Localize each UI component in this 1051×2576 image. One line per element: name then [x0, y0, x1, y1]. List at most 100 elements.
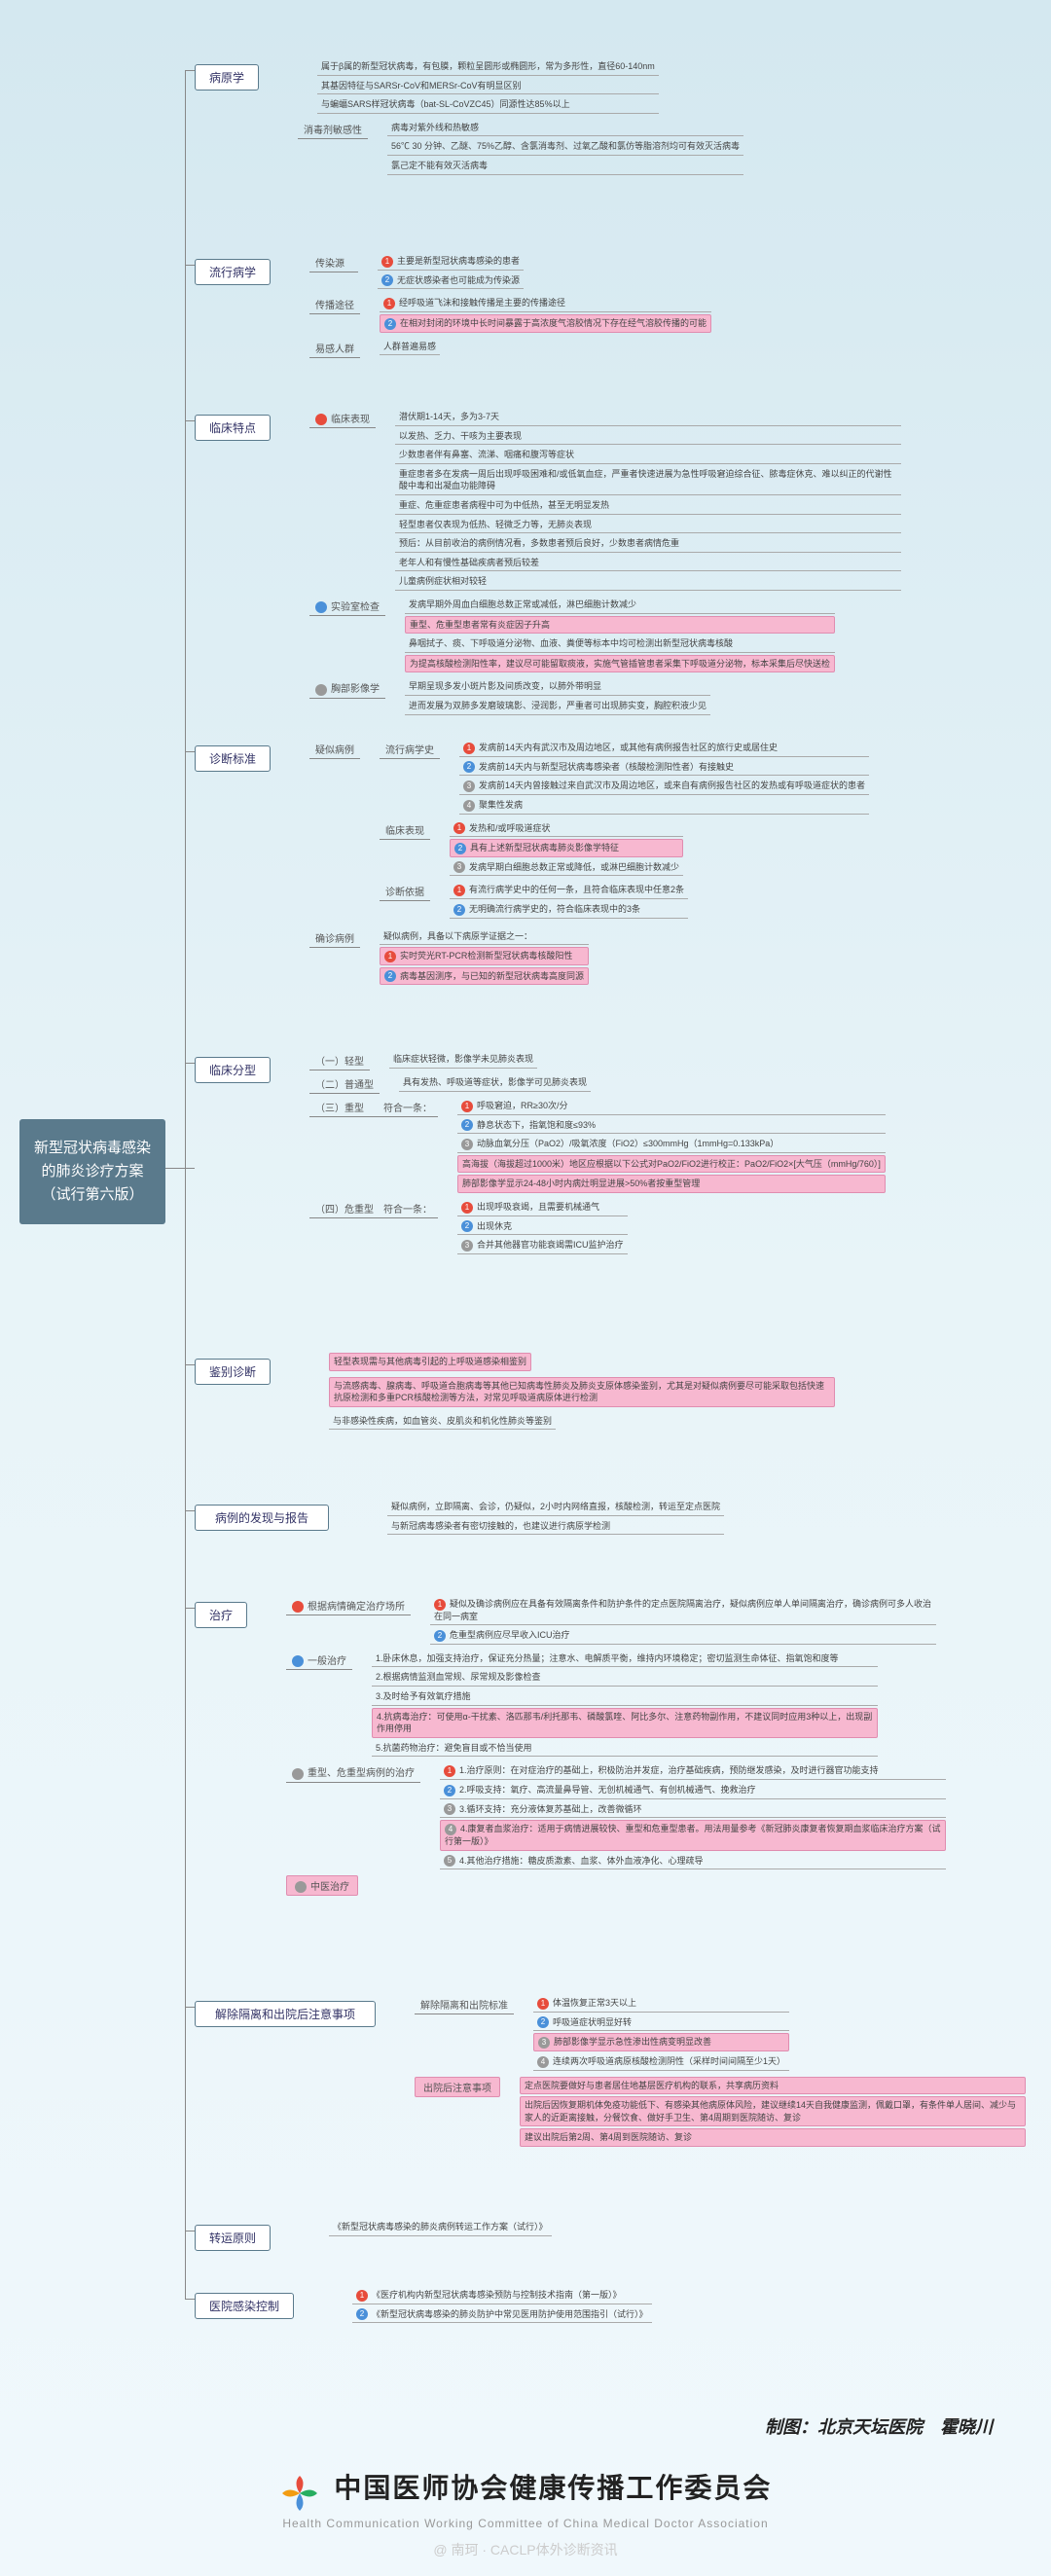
items: 流行病学史1发病前14天内有武汉市及周边地区，或其他有病例报告社区的旅行史或居住… — [380, 740, 869, 925]
leaf-item: 11.治疗原则：在对症治疗的基础上，积极防治并发症，治疗基础疾病，预防继发感染，… — [440, 1762, 946, 1780]
branch-4: 临床分型（一）轻型临床症状轻微，影像学未见肺炎表现（二）普通型具有发热、呼吸道等… — [195, 1051, 886, 1260]
items: 1《医疗机构内新型冠状病毒感染预防与控制技术指南（第一版）》2《新型冠状病毒感染… — [352, 2287, 652, 2325]
leaf-item: 属于β属的新型冠状病毒，有包膜，颗粒呈圆形或椭圆形，常为多形性，直径60-140… — [317, 58, 659, 76]
sub2-items: 1有流行病学史中的任何一条，且符合临床表现中任意2条 2无明确流行病学史的，符合临… — [450, 882, 688, 920]
leaf-item: 早期呈现多发小斑片影及间质改变，以肺外带明显 — [405, 678, 710, 696]
items: 1体温恢复正常3天以上2呼吸道症状明显好转3肺部影像学显示急性渗出性病变明显改善… — [533, 1995, 789, 2073]
branch-0: 病原学属于β属的新型冠状病毒，有包膜，颗粒呈圆形或椭圆形，常为多形性，直径60-… — [195, 58, 743, 181]
leaf-item: 1发热和/或呼吸道症状 — [450, 820, 683, 838]
branch-tick — [185, 1364, 195, 1365]
branch-label: 临床特点 — [195, 415, 271, 441]
leaf-item: 4.抗病毒治疗：可使用α-干扰素、洛匹那韦/利托那韦、磷酸氯喹、阿比多尔、注意药… — [372, 1708, 878, 1738]
sub-label: 中医治疗 — [286, 1875, 358, 1896]
sub-group: 消毒剂敏感性病毒对紫外线和热敏感56℃ 30 分钟、乙醚、75%乙醇、含氯消毒剂… — [298, 120, 743, 177]
leaf-item: 轻型患者仅表现为低热、轻微乏力等，无肺炎表现 — [395, 517, 901, 534]
footer-org: 中国医师协会健康传播工作委员会 Health Communication Wor… — [0, 2467, 1051, 2530]
bullet-dot: 2 — [537, 2016, 549, 2028]
leaf-item: 4聚集性发病 — [459, 797, 869, 815]
bullet-dot: 2 — [461, 1119, 473, 1131]
bullet-dot: 2 — [356, 2308, 368, 2320]
branch-content: 解除隔离和出院标准 1体温恢复正常3天以上2呼吸道症状明显好转3肺部影像学显示急性… — [415, 1995, 1026, 2153]
sub-label: 解除隔离和出院标准 — [415, 1995, 514, 2014]
sub-label: 重型、危重型病例的治疗 — [286, 1762, 420, 1782]
branch-5: 鉴别诊断轻型表现需与其他病毒引起的上呼吸道感染相鉴别与流感病毒、腺病毒、呼吸道合… — [195, 1353, 835, 1435]
leaf-item: 2无明确流行病学史的，符合临床表现中的3条 — [450, 901, 688, 919]
items: 11.治疗原则：在对症治疗的基础上，积极防治并发症，治疗基础疾病，预防继发感染，… — [440, 1762, 946, 1871]
items: 临床症状轻微，影像学未见肺炎表现 — [389, 1051, 537, 1070]
branch-label: 病例的发现与报告 — [195, 1505, 329, 1531]
bullet-dot: 2 — [384, 318, 396, 330]
leaf-item: 1发病前14天内有武汉市及周边地区，或其他有病例报告社区的旅行史或居住史 — [459, 740, 869, 757]
leaf-item: 2在相对封闭的环境中长时间暴露于高浓度气溶胶情况下存在经气溶胶传播的可能 — [380, 314, 711, 333]
sub-label: 疑似病例 — [309, 740, 360, 759]
branch-label: 医院感染控制 — [195, 2293, 294, 2319]
bullet-dot: 2 — [453, 904, 465, 916]
branch-tick — [185, 1608, 195, 1609]
leaf-item: 2危重型病例应尽早收入ICU治疗 — [430, 1627, 936, 1645]
bullet-dot: 3 — [538, 2037, 550, 2049]
bullet-dot: 1 — [537, 1998, 549, 2010]
sub-group: 与流感病毒、腺病毒、呼吸道合胞病毒等其他已知病毒性肺炎及肺炎支原体感染鉴别，尤其… — [309, 1377, 835, 1409]
bullet-dot: 1 — [434, 1599, 446, 1611]
leaf-item: 疑似病例，具备以下病原学证据之一： — [380, 928, 589, 946]
items: 早期呈现多发小斑片影及间质改变，以肺外带明显进而发展为双肺多发磨玻璃影、浸润影，… — [405, 678, 710, 716]
bullet-dot: 2 — [384, 970, 396, 982]
leaf-item: 重症患者多在发病一周后出现呼吸困难和/或低氧血症，严重者快速进展为急性呼吸窘迫综… — [395, 466, 901, 495]
org-name-en: Health Communication Working Committee o… — [0, 2517, 1051, 2530]
bullet-dot: 4 — [537, 2056, 549, 2068]
bullet-dot: 1 — [461, 1101, 473, 1112]
leaf-item: 老年人和有慢性基础疾病者预后较差 — [395, 555, 901, 572]
items: 潜伏期1-14天，多为3-7天以发热、乏力、干咳为主要表现少数患者伴有鼻塞、流涕… — [395, 409, 901, 593]
bullet-dot: 4 — [445, 1824, 456, 1835]
sub-label: 确诊病例 — [309, 928, 360, 948]
bullet-dot: 1 — [383, 298, 395, 309]
sub-label: （四）危重型 符合一条： — [309, 1199, 438, 1218]
sub-group: 疑似病例 流行病学史1发病前14天内有武汉市及周边地区，或其他有病例报告社区的旅行… — [309, 740, 869, 925]
bullet-dot: 2 — [463, 761, 475, 773]
branch-1: 流行病学传染源1主要是新型冠状病毒感染的患者2无症状感染者也可能成为传染源传播途… — [195, 253, 711, 362]
sub-group: 《新型冠状病毒感染的肺炎病例转运工作方案（试行）》 — [309, 2219, 552, 2238]
branch-content: 《新型冠状病毒感染的肺炎病例转运工作方案（试行）》 — [309, 2219, 552, 2242]
bullet-dot: 3 — [453, 861, 465, 873]
items: 疑似病例，具备以下病原学证据之一：1实时荧光RT-PCR检测新型冠状病毒核酸阳性… — [380, 928, 589, 988]
leaf-item: 进而发展为双肺多发磨玻璃影、浸润影，严重者可出现肺实变，胸腔积液少见 — [405, 698, 710, 715]
leaf-item: 肺部影像学显示24-48小时内病灶明显进展>50%者按重型管理 — [457, 1175, 886, 1193]
leaf-item: 2无症状感染者也可能成为传染源 — [378, 272, 524, 290]
leaf-item: 潜伏期1-14天，多为3-7天 — [395, 409, 901, 426]
sub-group: 确诊病例疑似病例，具备以下病原学证据之一：1实时荧光RT-PCR检测新型冠状病毒… — [309, 928, 869, 988]
sub-label: （一）轻型 — [309, 1051, 370, 1070]
sub2-items: 1发热和/或呼吸道症状2具有上述新型冠状病毒肺炎影像学特征3发病早期白细胞总数正… — [450, 820, 683, 879]
bullet-dot: 2 — [381, 274, 393, 286]
sub-group: （四）危重型 符合一条：1出现呼吸衰竭，且需要机械通气2出现休克3合并其他器官功… — [309, 1199, 886, 1256]
leaf-item: 高海拔（海拔超过1000米）地区应根据以下公式对PaO2/FiO2进行校正：Pa… — [457, 1155, 886, 1174]
leaf-item: 3肺部影像学显示急性渗出性病变明显改善 — [533, 2033, 789, 2051]
leaf-item: 重型、危重型患者常有炎症因子升高 — [405, 616, 835, 635]
bullet-dot: 3 — [461, 1139, 473, 1150]
sub-label: 一般治疗 — [286, 1651, 352, 1670]
bullet-dot: 2 — [444, 1785, 455, 1796]
bullet-dot: 1 — [453, 885, 465, 896]
branch-label: 治疗 — [195, 1602, 247, 1628]
sub-label: 胸部影像学 — [309, 678, 385, 698]
sub-label: 实验室检查 — [309, 597, 385, 616]
sub-label: （二）普通型 — [309, 1074, 380, 1094]
bullet-dot: 3 — [463, 780, 475, 792]
watermark: @ 南珂 · CACLP体外诊断资讯 — [433, 2540, 617, 2559]
leaf-item: 与非感染性疾病，如血管炎、皮肌炎和机化性肺炎等鉴别 — [329, 1413, 556, 1431]
sub2-label: 诊断依据 — [380, 882, 430, 901]
bullet-dot: 2 — [434, 1630, 446, 1642]
leaf-item: 疑似病例，立即隔离、会诊，仍疑似，2小时内网络直报，核酸检测，转运至定点医院 — [387, 1499, 724, 1516]
branch-2: 临床特点临床表现潜伏期1-14天，多为3-7天以发热、乏力、干咳为主要表现少数患… — [195, 409, 901, 721]
leaf-item: 2.根据病情监测血常规、尿常规及影像检查 — [372, 1669, 878, 1687]
items: 病毒对紫外线和热敏感56℃ 30 分钟、乙醚、75%乙醇、含氯消毒剂、过氧乙酸和… — [387, 120, 743, 177]
sub-group: 疑似病例，立即隔离、会诊，仍疑似，2小时内网络直报，核酸检测，转运至定点医院与新… — [368, 1499, 724, 1537]
branch-content: （一）轻型临床症状轻微，影像学未见肺炎表现（二）普通型具有发热、呼吸道等症状，影… — [309, 1051, 886, 1260]
branch-tick — [185, 2007, 195, 2008]
items: 1.卧床休息，加强支持治疗，保证充分热量；注意水、电解质平衡，维持内环境稳定；密… — [372, 1651, 878, 1760]
leaf-item: 出院后因恢复期机体免疫功能低下、有感染其他病原体风险，建议继续14天自我健康监测… — [520, 2096, 1026, 2126]
items: 与流感病毒、腺病毒、呼吸道合胞病毒等其他已知病毒性肺炎及肺炎支原体感染鉴别，尤其… — [329, 1377, 835, 1409]
leaf-item: 2出现休克 — [457, 1218, 628, 1236]
leaf-item: 发病早期外周血白细胞总数正常或减低，淋巴细胞计数减少 — [405, 597, 835, 614]
leaf-item: 1有流行病学史中的任何一条，且符合临床表现中任意2条 — [450, 882, 688, 899]
leaf-item: 1经呼吸道飞沫和接触传播是主要的传播途径 — [380, 295, 711, 312]
